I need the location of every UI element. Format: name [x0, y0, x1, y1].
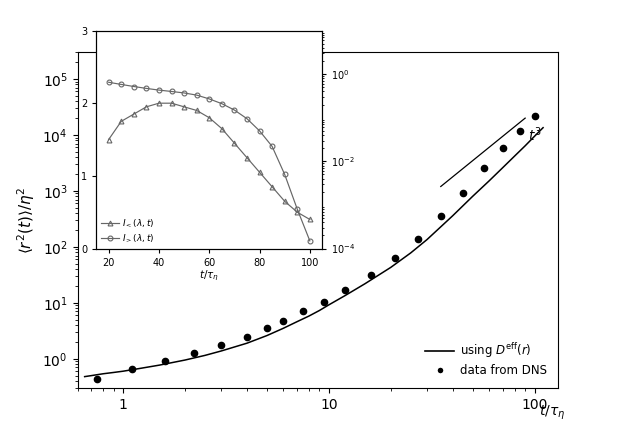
$I_>(\lambda,t)$ — [193, 92, 200, 98]
$I_>(\lambda,t)$ — [218, 101, 226, 106]
$I_>(\lambda,t)$ — [243, 116, 250, 121]
$I_<(\lambda,t)$ — [218, 126, 226, 131]
$I_>(\lambda,t)$ — [231, 107, 238, 112]
Text: $t^3$: $t^3$ — [528, 126, 542, 144]
Y-axis label: $\langle r^2(t)\rangle/\eta^2$: $\langle r^2(t)\rangle/\eta^2$ — [15, 187, 37, 254]
X-axis label: $t/\tau_\eta$: $t/\tau_\eta$ — [199, 269, 219, 283]
$I_>(\lambda,t)$ — [306, 238, 314, 243]
$I_<(\lambda,t)$ — [268, 184, 276, 189]
$I_<(\lambda,t)$ — [168, 101, 175, 106]
Line: $I_>(\lambda,t)$: $I_>(\lambda,t)$ — [106, 80, 312, 243]
Line: $I_<(\lambda,t)$: $I_<(\lambda,t)$ — [106, 101, 312, 222]
$I_<(\lambda,t)$ — [281, 199, 288, 204]
$I_>(\lambda,t)$ — [143, 86, 150, 91]
$I_<(\lambda,t)$ — [256, 170, 264, 175]
$I_>(\lambda,t)$ — [180, 90, 188, 95]
Legend: using $D^{\rm eff}(r)$, data from DNS: using $D^{\rm eff}(r)$, data from DNS — [420, 336, 552, 382]
$I_<(\lambda,t)$ — [130, 112, 138, 117]
$I_<(\lambda,t)$ — [155, 101, 162, 106]
$I_>(\lambda,t)$ — [256, 128, 264, 133]
$I_>(\lambda,t)$ — [168, 89, 175, 94]
$I_<(\lambda,t)$ — [231, 140, 238, 146]
$I_<(\lambda,t)$ — [243, 155, 250, 160]
$I_>(\lambda,t)$ — [130, 84, 138, 89]
$I_>(\lambda,t)$ — [105, 80, 112, 85]
$I_<(\lambda,t)$ — [180, 104, 188, 109]
$I_<(\lambda,t)$ — [105, 137, 112, 142]
$I_>(\lambda,t)$ — [155, 88, 162, 93]
Legend: $I_<(\lambda,t)$, $I_>(\lambda,t)$: $I_<(\lambda,t)$, $I_>(\lambda,t)$ — [100, 217, 154, 244]
$I_>(\lambda,t)$ — [293, 207, 301, 212]
$I_<(\lambda,t)$ — [118, 119, 125, 124]
$I_<(\lambda,t)$ — [193, 108, 200, 113]
$I_>(\lambda,t)$ — [268, 144, 276, 149]
$I_>(\lambda,t)$ — [206, 96, 213, 102]
$I_>(\lambda,t)$ — [281, 172, 288, 177]
$I_>(\lambda,t)$ — [118, 82, 125, 87]
$I_<(\lambda,t)$ — [143, 104, 150, 109]
$I_<(\lambda,t)$ — [293, 210, 301, 215]
$I_<(\lambda,t)$ — [306, 217, 314, 222]
Text: $t/\tau_\eta$: $t/\tau_\eta$ — [539, 403, 565, 422]
$I_<(\lambda,t)$ — [206, 115, 213, 120]
